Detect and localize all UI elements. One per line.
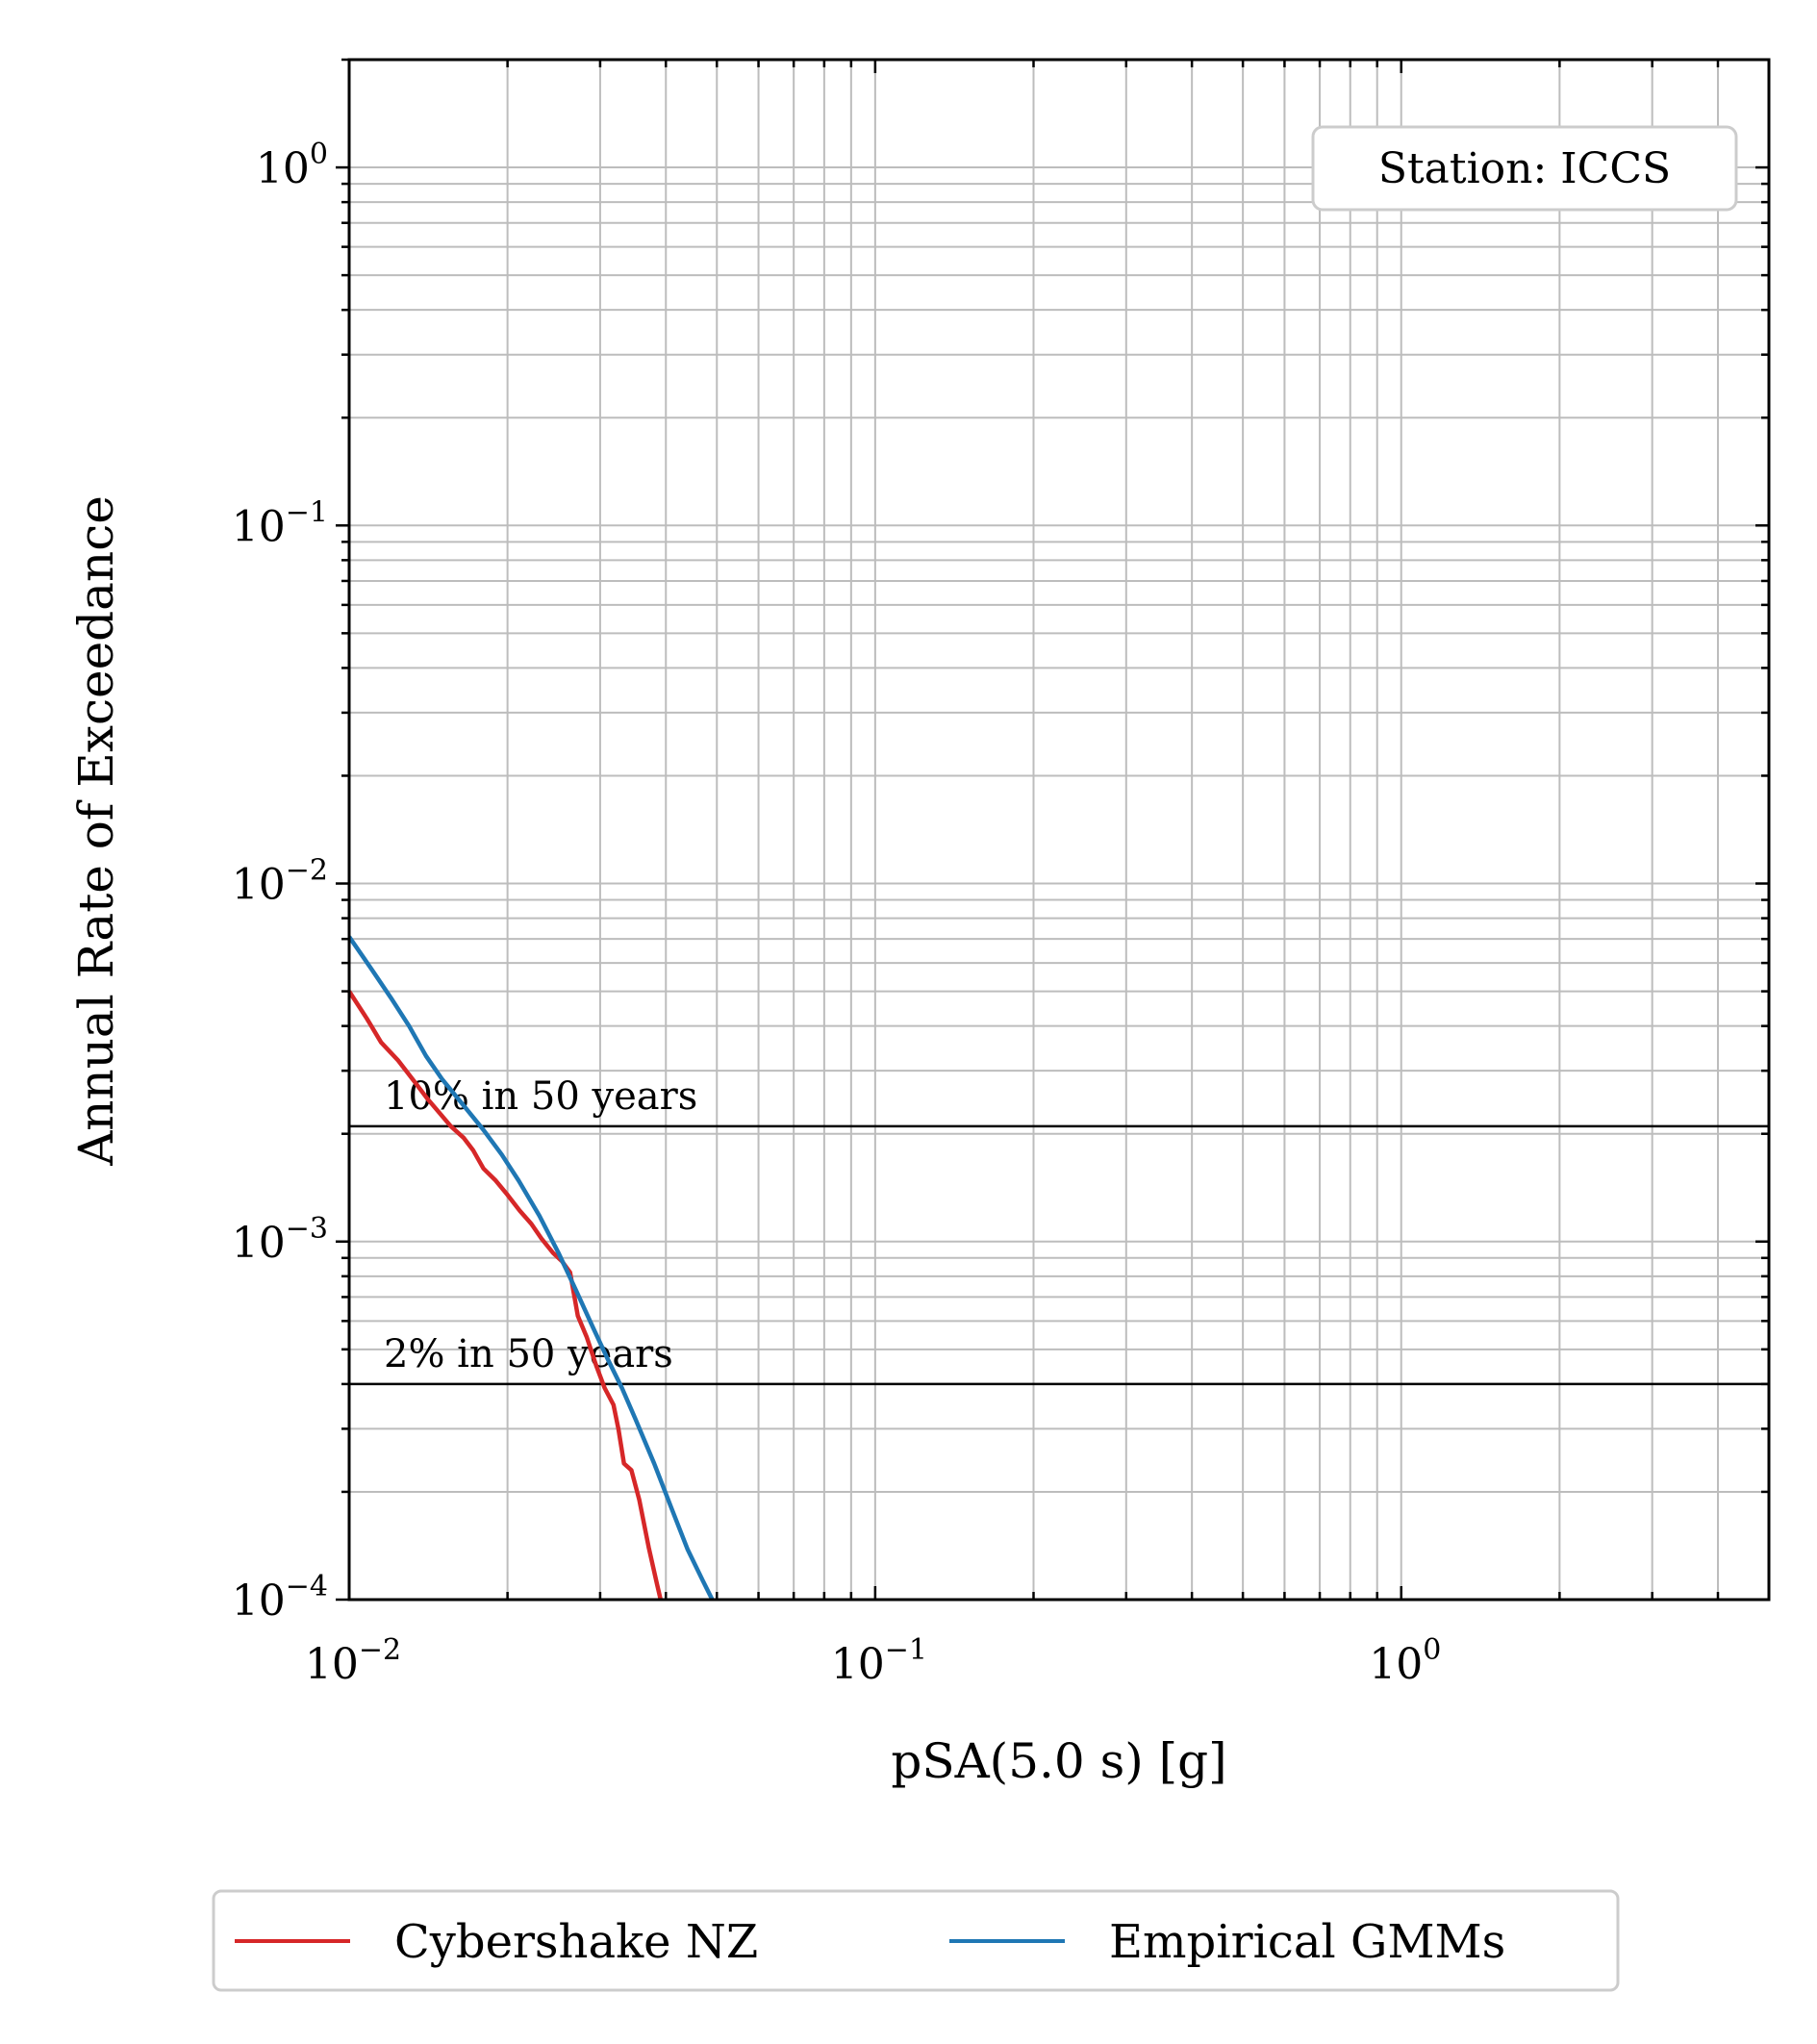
reference-line-label: 2% in 50 years <box>384 1332 673 1376</box>
legend-label-cybershake-nz: Cybershake NZ <box>394 1915 758 1969</box>
station-annotation-text: Station: ICCS <box>1378 144 1671 193</box>
station-annotation-box <box>1311 125 1738 212</box>
tick-labels: 10−2 10−1 100 100 10−1 10−2 10−3 10−4 <box>232 138 1442 1689</box>
x-tick-label: 10−2 <box>305 1633 401 1689</box>
y-axis-title: Annual Rate of Exceedance <box>68 495 124 1167</box>
y-tick-label: 10−1 <box>232 495 328 551</box>
reference-line-label: 10% in 50 years <box>384 1074 697 1119</box>
x-tick-label: 100 <box>1369 1633 1441 1689</box>
legend-box <box>212 1889 1620 1992</box>
legend-label-empirical-gmms: Empirical GMMs <box>1109 1915 1505 1969</box>
series-line-empirical-gmms <box>347 935 715 1602</box>
axis-ticks <box>336 58 1771 1602</box>
y-tick-label: 100 <box>256 138 328 193</box>
station-annotation: Station: ICCS <box>1311 125 1738 212</box>
legend: Cybershake NZ Empirical GMMs <box>212 1889 1620 1992</box>
x-axis-title: pSA(5.0 s) [g] <box>891 1733 1226 1789</box>
x-tick-label: 10−1 <box>831 1633 927 1689</box>
reference-lines: 10% in 50 years 2% in 50 years <box>349 1074 1769 1386</box>
y-tick-label: 10−3 <box>232 1212 328 1268</box>
y-tick-label: 10−4 <box>232 1570 328 1626</box>
y-tick-label: 10−2 <box>232 854 328 910</box>
plot-area-frame <box>347 58 1771 1602</box>
series-line-cybershake-nz <box>347 990 663 1601</box>
series-lines <box>347 935 715 1602</box>
